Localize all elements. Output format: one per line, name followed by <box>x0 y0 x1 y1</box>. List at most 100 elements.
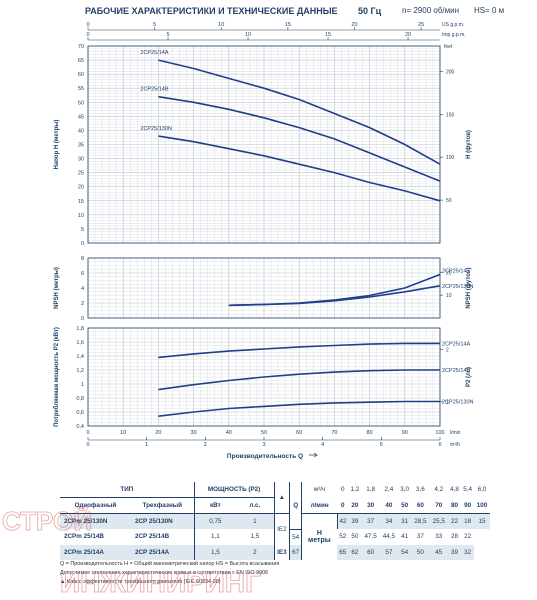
m3h-value: 1,8 <box>366 486 375 494</box>
m3h-value: 4,2 <box>434 486 444 494</box>
left-tick-label: 2 <box>81 301 84 307</box>
m3h-unit: м³/ч <box>301 482 338 498</box>
m3h-value: 3,6 <box>416 486 425 494</box>
lmin-value: 100 <box>474 497 490 514</box>
right-axis-label: P2 (лс) <box>466 367 472 387</box>
left-tick-label: 20 <box>78 185 84 191</box>
left-tick-label: 1,6 <box>76 340 84 346</box>
head-value: 57 <box>379 544 399 560</box>
head-value: 32 <box>461 544 475 560</box>
left-tick-label: 35 <box>78 143 84 149</box>
left-tick-label: 65 <box>78 58 84 64</box>
table-row: 2CPm 25/14B 2CP 25/14B 1,1 1,5 54 52 50 … <box>60 529 490 545</box>
left-tick-label: 0 <box>81 241 84 247</box>
power-hp: 1,5 <box>236 529 275 545</box>
lmin-value: 20 <box>348 497 362 514</box>
footnote: Допустимое отклонение характеристических… <box>60 570 269 576</box>
x-m3h-tick-label: 4 <box>321 442 324 448</box>
lmin-unit: л/мин <box>301 497 338 514</box>
ie-class: IE2 <box>273 513 290 545</box>
head-value: 39 <box>348 513 362 529</box>
head-value: 37 <box>411 529 430 545</box>
top-axis-imp-tick-label: 5 <box>166 32 169 38</box>
head-value: 60 <box>361 544 380 560</box>
left-tick-label: 8 <box>81 256 84 262</box>
three-phase-model: 2CP 25/130N <box>130 513 195 529</box>
m3h-value: 2,4 <box>384 486 394 494</box>
x-tick-label: 100 <box>435 430 444 436</box>
left-axis-label: NPSH (метры) <box>54 267 60 309</box>
x-unit-lmin: l/min <box>450 430 461 436</box>
right-tick-label: 50 <box>446 198 452 204</box>
x-tick-label: 50 <box>261 430 267 436</box>
head-value: 42 <box>336 513 349 529</box>
head-value: 22 <box>461 529 475 545</box>
x-unit-m3h: m³/h <box>450 442 460 448</box>
panel-frame <box>87 257 441 319</box>
left-tick-label: 0 <box>81 316 84 322</box>
m3h-value: 6,0 <box>477 486 487 494</box>
technical-data-table: ТИП МОЩНОСТЬ (P2) ▲ Q м³/ч 0 1,2 1,8 2,4… <box>60 482 490 560</box>
left-tick-label: 0,4 <box>76 424 84 430</box>
right-tick-label: 20 <box>446 270 452 276</box>
m3h-value: 3,0 <box>400 486 410 494</box>
right-unit-label: feet <box>444 44 453 50</box>
left-tick-label: 1,2 <box>76 368 84 374</box>
left-tick-label: 1,8 <box>76 326 84 332</box>
lmin-value: 80 <box>447 497 462 514</box>
right-tick-label: 1 <box>446 400 449 406</box>
x-tick-label: 30 <box>191 430 197 436</box>
left-tick-label: 60 <box>78 72 84 78</box>
head-value: 50 <box>411 544 430 560</box>
series-label: 2CP25/130N <box>442 284 474 290</box>
x-m3h-tick-label: 1 <box>145 442 148 448</box>
series-label: 2CP25/130N <box>442 400 474 406</box>
x-axis-arrow <box>309 452 319 458</box>
x-tick-label: 90 <box>402 430 408 436</box>
x-m3h-tick-label: 3 <box>262 442 265 448</box>
power-kw: 0,75 <box>193 513 237 529</box>
x-tick-label: 80 <box>367 430 373 436</box>
three-phase-model: 2CP 25/14A <box>130 544 195 560</box>
head-value: 45 <box>429 544 448 560</box>
single-phase-model: 2CPm 25/14A <box>60 544 131 560</box>
series-label: 2CP25/14B <box>442 368 470 374</box>
lmin-value: 90 <box>461 497 475 514</box>
h-symbol: H <box>316 529 322 537</box>
head-value: 44,5 <box>379 529 399 545</box>
head-value: 67 <box>289 544 302 560</box>
left-tick-label: 70 <box>78 44 84 50</box>
series-label: 2CP25/14 <box>442 269 466 275</box>
top-axis-us-tick-label: 0 <box>86 22 89 28</box>
page-title: РАБОЧИЕ ХАРАКТЕРИСТИКИ И ТЕХНИЧЕСКИЕ ДАН… <box>85 6 338 16</box>
x-tick-label: 10 <box>120 430 126 436</box>
hp-header: л.с. <box>236 497 275 514</box>
panel-frame <box>87 45 441 244</box>
head-value: 65 <box>337 544 349 560</box>
series-label: 2CP25/14B <box>140 87 168 93</box>
right-tick-label: 10 <box>446 293 452 299</box>
left-tick-label: 6 <box>81 271 84 277</box>
head-value: 18 <box>461 513 475 529</box>
kw-header: кВт <box>193 497 237 514</box>
power-hp: 2 <box>236 544 275 560</box>
left-tick-label: 1,4 <box>76 354 84 360</box>
frequency-label: 50 Гц <box>358 6 382 16</box>
type-header: ТИП <box>60 482 195 498</box>
right-axis-label: NPSH (футов) <box>465 267 472 308</box>
top-axis-imp-tick-label: 10 <box>245 32 251 38</box>
series-line-2CP25-14B <box>158 95 441 182</box>
lmin-value: 70 <box>429 497 448 514</box>
x-tick-label: 0 <box>86 430 89 436</box>
head-value: 52 <box>337 529 349 545</box>
top-axis-us-tick-label: 10 <box>218 22 224 28</box>
footnote: Q = Производительность H = Общий маномет… <box>60 561 280 567</box>
head-value: 31 <box>398 513 412 529</box>
right-tick-label: 2 <box>446 348 449 354</box>
series-line-2CP25-130N <box>228 285 441 307</box>
x-axis-label: Производительность Q <box>227 453 303 460</box>
lmin-value: 0 <box>337 497 349 514</box>
right-axis-label: H (футов) <box>465 130 472 159</box>
top-axis-us-tick-label: 5 <box>153 22 156 28</box>
